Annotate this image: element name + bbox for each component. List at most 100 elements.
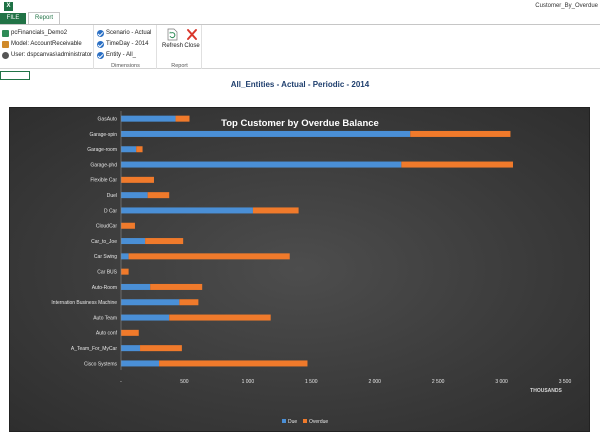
category-label-duel: Duel [107, 193, 117, 199]
x-tick-label: 3 000 [495, 379, 508, 385]
report-group: Refresh Close Report [158, 25, 202, 70]
bar-overdue-d-car[interactable] [252, 207, 299, 214]
bar-overdue-garage-room[interactable] [136, 146, 143, 153]
bar-due-gasauto[interactable] [121, 115, 176, 122]
category-label-internation-business-machine: Internation Business Machine [51, 300, 117, 306]
dimensions-caption: Dimensions [111, 63, 140, 69]
refresh-label: Refresh [162, 43, 184, 49]
bar-due-auto-team[interactable] [121, 314, 170, 321]
category-label-flexible-car: Flexible Car [90, 178, 117, 184]
bar-due-car-to-joe[interactable] [121, 238, 146, 245]
category-labels: GasAuto Garage-spin Garage-room Garage-phd F… [51, 116, 117, 367]
dimension-scenario[interactable]: Scenario - Actual [97, 28, 151, 38]
sheet-title: All_Entities - Actual - Periodic - 2014 [230, 80, 370, 89]
sheet-grid[interactable] [0, 69, 600, 81]
user-item[interactable]: User: dspcanvas\administrator [2, 50, 92, 60]
bars-group [121, 115, 513, 367]
model-icon [2, 40, 9, 48]
ribbon: pcFinancials_Demo2 Model: AccountReceiva… [0, 24, 600, 70]
legend-label-overdue: Overdue [309, 419, 328, 425]
bar-chart: Top Customer by Overdue Balance GasAuto G… [51, 111, 571, 425]
bar-overdue-auto-conf[interactable] [121, 329, 139, 336]
window-title: Customer_By_Overdue [535, 3, 598, 9]
x-tick-label: - [120, 379, 122, 385]
bar-overdue-cloudcar[interactable] [121, 222, 135, 229]
title-bar: X Customer_By_Overdue FILE Report [0, 0, 600, 24]
tab-report[interactable]: Report [28, 12, 60, 24]
bar-due-garage-spin[interactable] [121, 130, 411, 137]
bar-overdue-internation-business-machine[interactable] [179, 299, 199, 306]
excel-logo-icon: X [4, 2, 13, 11]
user-label: User: dspcanvas\administrator [11, 52, 93, 58]
dimension-entity[interactable]: Entity - All_ [97, 50, 136, 60]
bar-overdue-gasauto[interactable] [175, 115, 190, 122]
bar-due-car-swing[interactable] [121, 253, 129, 260]
bar-due-auto-room[interactable] [121, 283, 151, 290]
chart-title: Top Customer by Overdue Balance [221, 118, 379, 129]
bar-due-duel[interactable] [121, 192, 148, 199]
bar-overdue-a-team-for-mycar[interactable] [140, 345, 182, 352]
category-label-d-car: D Car [104, 208, 117, 214]
model-label: Model: AccountReceivable [11, 41, 82, 47]
category-label-a-team-for-mycar: A_Team_For_MyCar [71, 346, 117, 352]
bar-overdue-auto-team[interactable] [169, 314, 271, 321]
x-tick-label: 3 500 [559, 379, 572, 385]
dimension-entity-label: Entity - All_ [106, 52, 137, 58]
close-label: Close [184, 43, 200, 49]
close-button[interactable]: Close [184, 28, 200, 52]
database-label: pcFinancials_Demo2 [11, 30, 68, 36]
bar-overdue-car-to-joe[interactable] [145, 238, 184, 245]
legend-swatch-due [282, 419, 286, 423]
dimension-timeday-label: TimeDay - 2014 [106, 41, 149, 47]
bar-due-a-team-for-mycar[interactable] [121, 345, 141, 352]
category-label-auto-room: Auto-Room [92, 285, 117, 291]
bar-due-d-car[interactable] [121, 207, 253, 214]
active-cell[interactable] [0, 71, 30, 80]
check-icon [97, 51, 104, 59]
tab-file[interactable]: FILE [0, 13, 26, 24]
bar-due-garage-phd[interactable] [121, 161, 402, 168]
user-icon [2, 51, 9, 59]
bar-due-cisco-systems[interactable] [121, 360, 160, 367]
category-label-car-bus: Car BUS [97, 269, 117, 275]
dimension-timeday[interactable]: TimeDay - 2014 [97, 39, 148, 49]
x-tick-label: 2 000 [368, 379, 381, 385]
category-label-cloudcar: CloudCar [96, 224, 117, 230]
bar-due-internation-business-machine[interactable] [121, 299, 180, 306]
x-axis-ticks: - 500 1 000 1 500 2 000 2 500 3 000 3 500 [120, 379, 571, 385]
bar-overdue-car-bus[interactable] [121, 268, 129, 275]
bar-overdue-car-swing[interactable] [128, 253, 290, 260]
check-icon [97, 29, 104, 37]
category-label-car-to-joe: Car_to_Joe [91, 239, 117, 245]
check-icon [97, 40, 104, 48]
chart-area[interactable]: Top Customer by Overdue Balance GasAuto G… [9, 107, 590, 432]
bar-overdue-cisco-systems[interactable] [159, 360, 308, 367]
close-icon [187, 29, 197, 40]
legend: Due Overdue [282, 419, 328, 425]
legend-label-due: Due [288, 419, 297, 425]
x-tick-label: 1 500 [305, 379, 318, 385]
model-item[interactable]: Model: AccountReceivable [2, 39, 82, 49]
connection-group: pcFinancials_Demo2 Model: AccountReceiva… [0, 25, 94, 70]
category-label-car-swing: Car Swing [94, 254, 117, 260]
x-tick-label: 500 [180, 379, 189, 385]
bar-overdue-garage-phd[interactable] [401, 161, 513, 168]
database-item[interactable]: pcFinancials_Demo2 [2, 28, 67, 38]
category-label-garage-spin: Garage-spin [89, 132, 117, 138]
refresh-icon [167, 28, 178, 41]
bar-overdue-garage-spin[interactable] [410, 130, 511, 137]
bar-due-garage-room[interactable] [121, 146, 137, 153]
bar-overdue-duel[interactable] [147, 192, 170, 199]
report-caption: Report [171, 63, 188, 69]
category-label-garage-room: Garage-room [87, 147, 117, 153]
dimension-scenario-label: Scenario - Actual [106, 30, 152, 36]
dimensions-group: Scenario - Actual TimeDay - 2014 Entity … [95, 25, 157, 70]
category-label-cisco-systems: Cisco Systems [84, 361, 118, 367]
category-label-gasauto: GasAuto [98, 116, 118, 122]
database-icon [2, 29, 9, 37]
bar-overdue-flexible-car[interactable] [121, 176, 154, 183]
x-axis-title: THOUSANDS [530, 388, 562, 394]
refresh-button[interactable]: Refresh [162, 28, 184, 52]
bar-overdue-auto-room[interactable] [150, 283, 203, 290]
